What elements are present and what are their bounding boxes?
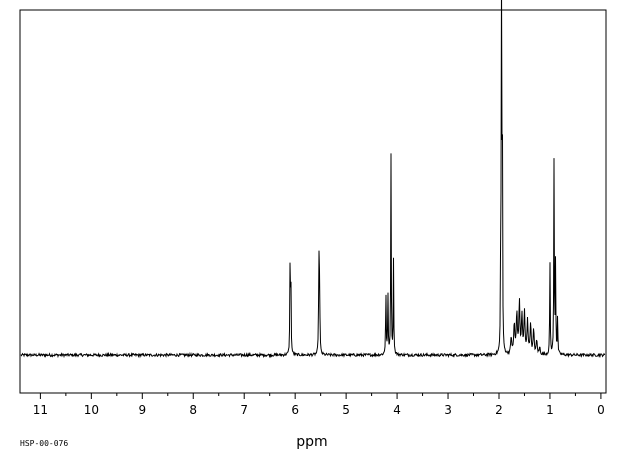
x-tick-label: 6 bbox=[291, 403, 299, 417]
x-tick-label: 0 bbox=[597, 403, 605, 417]
spectrum-line bbox=[20, 0, 606, 359]
plot-frame bbox=[19, 9, 607, 394]
x-axis-label: ppm bbox=[296, 434, 327, 450]
x-tick-label: 11 bbox=[33, 403, 48, 417]
x-axis-tick-labels: 11 10 9 8 7 6 5 4 3 2 1 0 bbox=[33, 403, 605, 417]
x-tick-label: 1 bbox=[546, 403, 554, 417]
spectrum-code-label: HSP-00-076 bbox=[20, 439, 68, 448]
x-tick-label: 9 bbox=[138, 403, 146, 417]
x-tick-label: 2 bbox=[495, 403, 503, 417]
x-tick-label: 4 bbox=[393, 403, 401, 417]
x-tick-label: 5 bbox=[342, 403, 350, 417]
x-tick-label: 8 bbox=[189, 403, 197, 417]
x-tick-label: 10 bbox=[84, 403, 99, 417]
x-tick-label: 7 bbox=[240, 403, 248, 417]
x-tick-label: 3 bbox=[444, 403, 452, 417]
x-axis-ticks bbox=[39, 393, 602, 399]
